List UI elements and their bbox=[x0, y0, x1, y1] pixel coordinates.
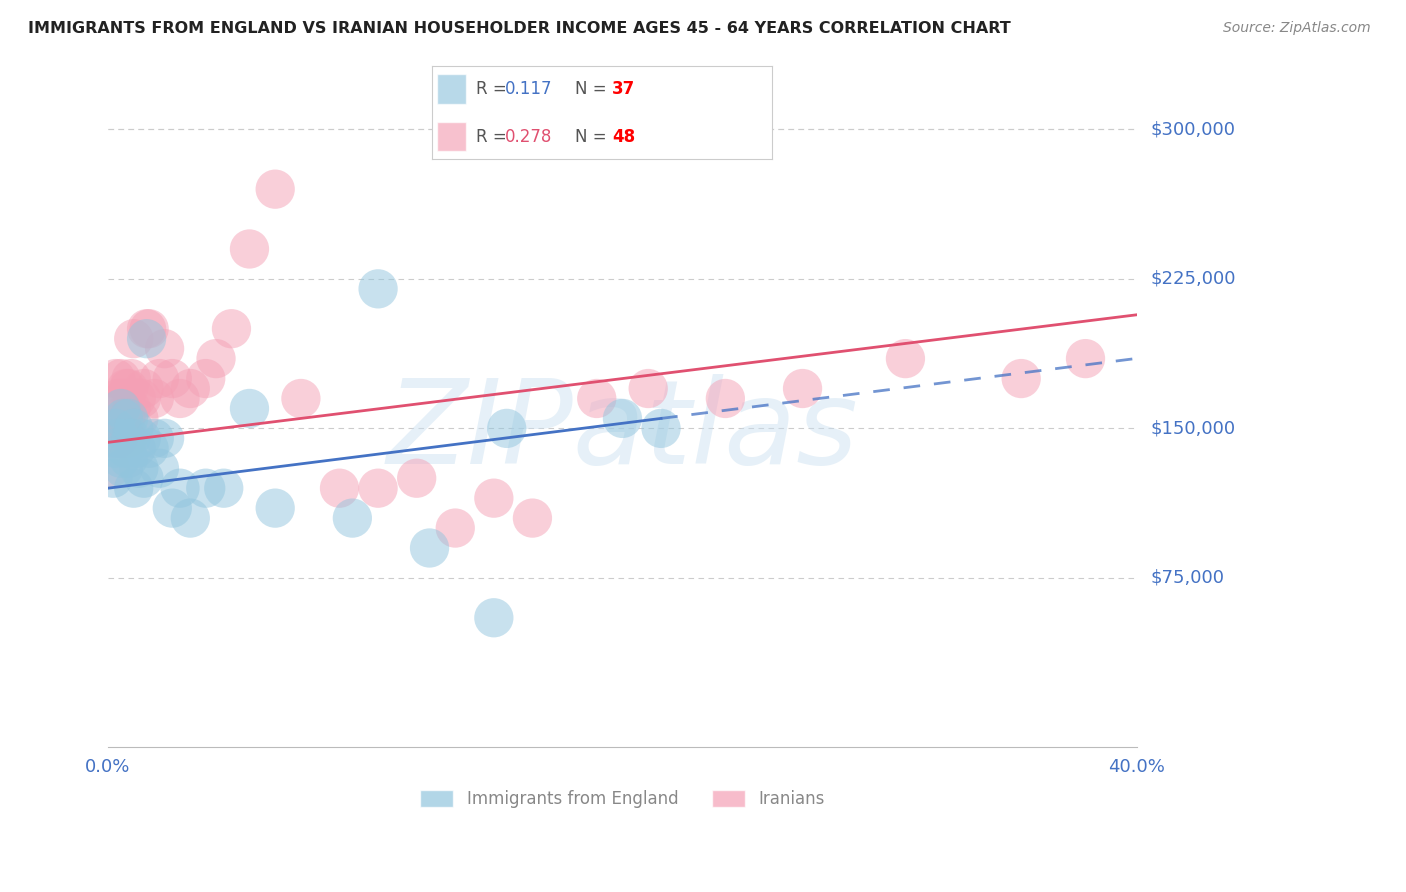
Point bbox=[522, 511, 544, 525]
Point bbox=[143, 392, 166, 406]
Point bbox=[328, 481, 350, 495]
Point bbox=[107, 431, 129, 445]
Point bbox=[104, 442, 127, 456]
Point bbox=[132, 382, 155, 396]
Point bbox=[107, 392, 129, 406]
Point bbox=[169, 392, 191, 406]
Point bbox=[894, 351, 917, 366]
Point bbox=[221, 322, 243, 336]
Point bbox=[112, 421, 135, 435]
Point bbox=[112, 461, 135, 475]
Point bbox=[444, 521, 467, 535]
Point bbox=[125, 392, 148, 406]
Point bbox=[205, 351, 228, 366]
Point bbox=[112, 392, 135, 406]
Point bbox=[120, 371, 142, 385]
Point bbox=[792, 382, 814, 396]
Point bbox=[264, 501, 287, 516]
Point bbox=[238, 242, 260, 256]
Point bbox=[110, 401, 132, 416]
Point bbox=[100, 461, 122, 475]
Point bbox=[714, 392, 737, 406]
Point bbox=[122, 332, 145, 346]
Point bbox=[367, 481, 389, 495]
Point bbox=[650, 421, 672, 435]
Point bbox=[115, 442, 138, 456]
Point bbox=[342, 511, 364, 525]
Point bbox=[132, 471, 155, 485]
Point bbox=[135, 332, 157, 346]
Point bbox=[482, 611, 505, 625]
Text: ZIPatlas: ZIPatlas bbox=[387, 374, 858, 488]
Point bbox=[128, 411, 150, 425]
Point bbox=[110, 401, 132, 416]
Point bbox=[153, 431, 176, 445]
Point bbox=[290, 392, 312, 406]
Point bbox=[585, 392, 607, 406]
Point bbox=[112, 411, 135, 425]
Point bbox=[115, 411, 138, 425]
Point bbox=[107, 431, 129, 445]
Point bbox=[104, 371, 127, 385]
Point bbox=[101, 431, 124, 445]
Point bbox=[162, 371, 184, 385]
Point bbox=[1074, 351, 1097, 366]
Point bbox=[117, 382, 139, 396]
Legend: Immigrants from England, Iranians: Immigrants from England, Iranians bbox=[413, 783, 831, 814]
Point bbox=[110, 451, 132, 466]
Text: $300,000: $300,000 bbox=[1152, 120, 1236, 138]
Point bbox=[104, 411, 127, 425]
Point bbox=[101, 471, 124, 485]
Point bbox=[367, 282, 389, 296]
Point bbox=[169, 481, 191, 495]
Point bbox=[495, 421, 517, 435]
Point bbox=[482, 491, 505, 505]
Point bbox=[179, 382, 201, 396]
Point bbox=[122, 481, 145, 495]
Point bbox=[179, 511, 201, 525]
Text: IMMIGRANTS FROM ENGLAND VS IRANIAN HOUSEHOLDER INCOME AGES 45 - 64 YEARS CORRELA: IMMIGRANTS FROM ENGLAND VS IRANIAN HOUSE… bbox=[28, 21, 1011, 36]
Text: Source: ZipAtlas.com: Source: ZipAtlas.com bbox=[1223, 21, 1371, 35]
Point bbox=[138, 322, 160, 336]
Point bbox=[104, 421, 127, 435]
Point bbox=[405, 471, 427, 485]
Point bbox=[148, 371, 170, 385]
Point bbox=[115, 382, 138, 396]
Point bbox=[419, 541, 441, 555]
Point bbox=[110, 371, 132, 385]
Point bbox=[120, 401, 142, 416]
Point bbox=[135, 322, 157, 336]
Point bbox=[264, 182, 287, 196]
Point bbox=[117, 451, 139, 466]
Point bbox=[612, 411, 634, 425]
Point bbox=[131, 392, 153, 406]
Point bbox=[194, 371, 217, 385]
Text: $225,000: $225,000 bbox=[1152, 270, 1236, 288]
Point bbox=[122, 421, 145, 435]
Point bbox=[143, 431, 166, 445]
Text: $75,000: $75,000 bbox=[1152, 569, 1225, 587]
Point bbox=[238, 401, 260, 416]
Point bbox=[153, 342, 176, 356]
Point bbox=[117, 431, 139, 445]
Point bbox=[212, 481, 235, 495]
Point bbox=[131, 431, 153, 445]
Point bbox=[117, 411, 139, 425]
Point bbox=[125, 442, 148, 456]
Point bbox=[128, 461, 150, 475]
Point bbox=[1010, 371, 1032, 385]
Point bbox=[148, 461, 170, 475]
Point bbox=[162, 501, 184, 516]
Point bbox=[637, 382, 659, 396]
Point bbox=[120, 431, 142, 445]
Text: $150,000: $150,000 bbox=[1152, 419, 1236, 437]
Point bbox=[194, 481, 217, 495]
Point bbox=[138, 442, 160, 456]
